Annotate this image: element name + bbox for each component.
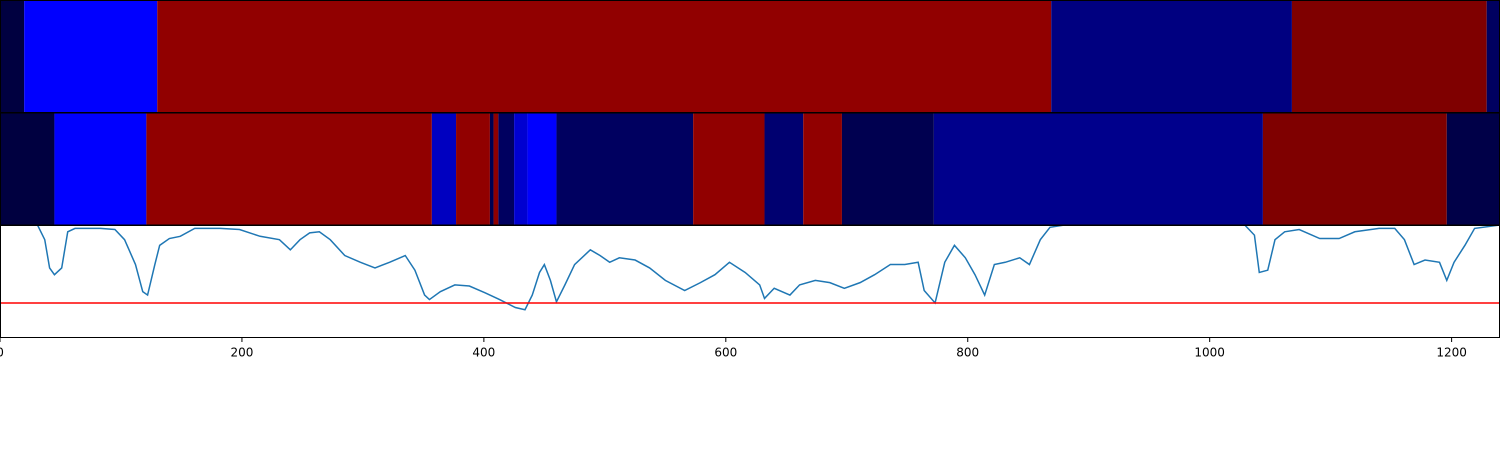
x-tick-label: 1000: [1194, 346, 1225, 360]
segment: [489, 112, 494, 226]
segment: [146, 112, 432, 226]
segment: [1446, 112, 1500, 226]
segment: [54, 112, 147, 226]
segment: [431, 112, 457, 226]
segment: [157, 0, 1052, 113]
segment: [1486, 0, 1500, 113]
x-tick-label: 0: [0, 346, 4, 360]
segment: [841, 112, 934, 226]
segment: [493, 112, 499, 226]
segment: [1291, 0, 1487, 113]
segment: [498, 112, 515, 226]
segment: [456, 112, 490, 226]
segment: [693, 112, 765, 226]
plot-area: [0, 225, 1500, 311]
segment: [764, 112, 804, 226]
segment: [933, 112, 1263, 226]
segment: [1051, 0, 1292, 113]
segment: [24, 0, 158, 113]
x-tick-label: 200: [230, 346, 253, 360]
x-tick-label: 600: [714, 346, 737, 360]
segment: [556, 112, 694, 226]
segment: [0, 0, 25, 113]
x-tick-label: 800: [956, 346, 979, 360]
segment: [1262, 112, 1447, 226]
segment: [514, 112, 528, 226]
x-tick-label: 400: [472, 346, 495, 360]
line: [36, 225, 1500, 311]
segment: [803, 112, 842, 226]
x-tick-label: 1200: [1436, 346, 1467, 360]
segment: [527, 112, 557, 226]
segment: [0, 112, 55, 226]
